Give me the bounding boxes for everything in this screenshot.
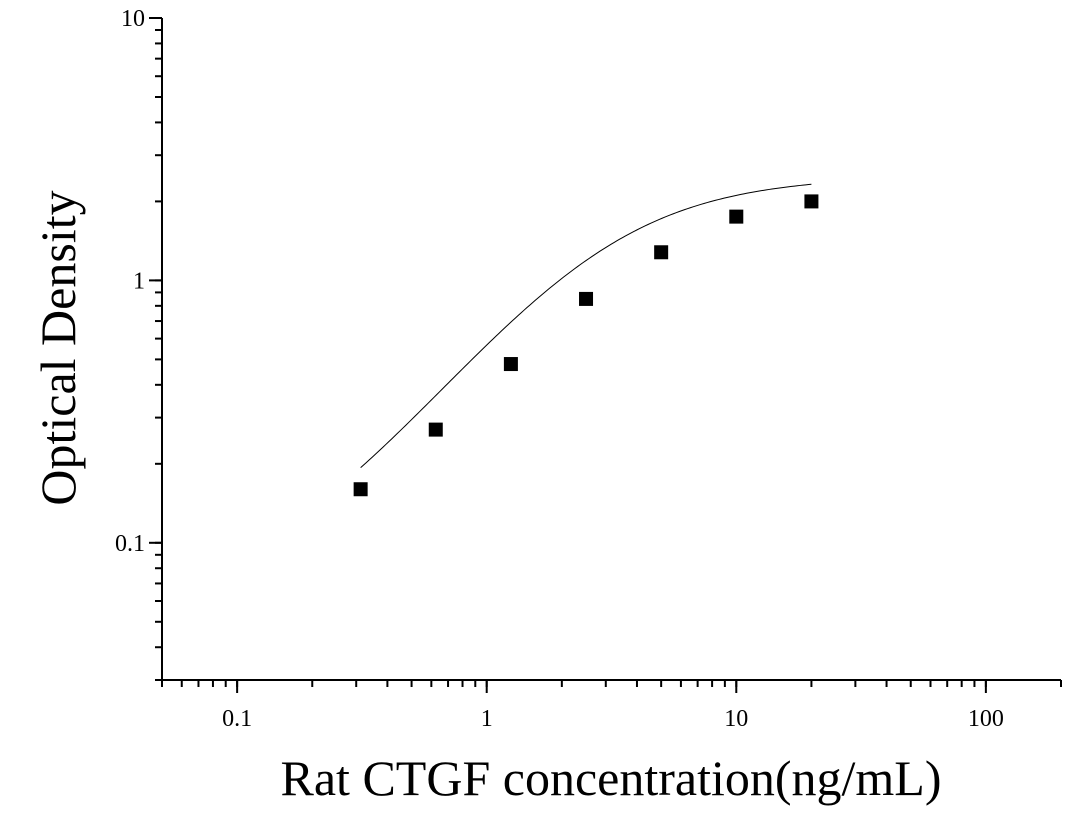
data-point (654, 245, 669, 260)
x-axis-title: Rat CTGF concentration(ng/mL) (281, 750, 942, 806)
y-axis-title: Optical Density (30, 190, 86, 505)
y-major-ticks (149, 17, 162, 544)
data-point (353, 482, 368, 497)
y-tick-label: 10 (121, 6, 145, 32)
data-point (729, 209, 744, 224)
x-tick-label: 0.1 (222, 706, 252, 732)
fit-curve (360, 183, 812, 469)
x-tick-label: 1 (481, 706, 493, 732)
y-tick-label: 1 (133, 268, 145, 294)
data-point (503, 357, 518, 372)
data-point (579, 291, 594, 306)
x-major-ticks (236, 680, 987, 693)
data-point (428, 422, 443, 437)
x-tick-label: 100 (968, 706, 1004, 732)
y-minor-ticks (155, 17, 162, 681)
y-tick-labels: 0.1 1 10 (115, 6, 145, 557)
x-tick-label: 10 (724, 706, 748, 732)
y-tick-label: 0.1 (115, 531, 145, 557)
data-points (353, 194, 819, 497)
data-point (804, 194, 819, 209)
x-minor-ticks (161, 680, 1062, 687)
x-tick-labels: 0.1 1 10 100 (222, 706, 1004, 732)
